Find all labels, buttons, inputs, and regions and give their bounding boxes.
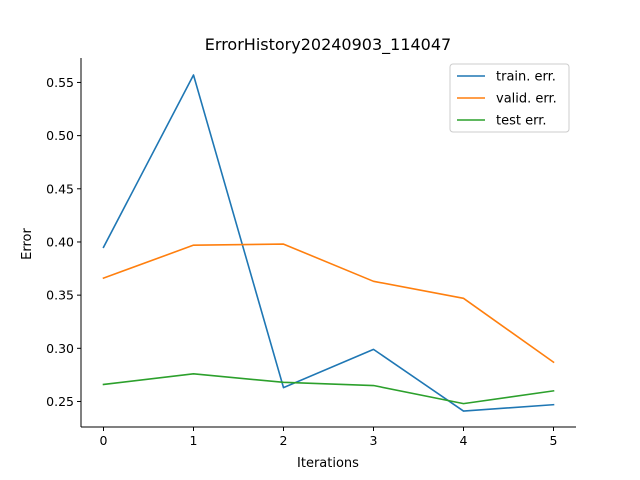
x-tick-label: 5: [550, 433, 558, 448]
legend: train. err. valid. err. test err.: [449, 63, 570, 133]
x-axis-title: Iterations: [297, 456, 359, 471]
x-tick-label: 1: [190, 433, 198, 448]
x-tick-label: 3: [370, 433, 378, 448]
y-tick-label: 0.35: [46, 288, 74, 303]
chart-title: ErrorHistory20240903_114047: [205, 35, 451, 55]
y-axis-title: Error: [20, 228, 35, 260]
y-tick-label: 0.50: [46, 128, 74, 143]
y-tick-label: 0.40: [46, 234, 74, 249]
series-line-1: [102, 243, 555, 364]
legend-label-1: valid. err.: [496, 92, 557, 107]
y-ticks: 0.25 0.30 0.35 0.40 0.45 0.50 0.55: [46, 75, 81, 409]
legend-label-2: test err.: [496, 114, 547, 129]
legend-frame: [449, 63, 570, 133]
y-tick-label: 0.55: [46, 75, 74, 90]
plot-area: [102, 74, 555, 412]
y-tick-label: 0.45: [46, 181, 74, 196]
x-tick-label: 0: [100, 433, 108, 448]
y-tick-label: 0.25: [46, 394, 74, 409]
series-line-0: [102, 74, 555, 412]
x-ticks: 0 1 2 3 4 5: [100, 427, 558, 448]
x-tick-label: 4: [460, 433, 468, 448]
y-tick-label: 0.30: [46, 341, 74, 356]
legend-label-0: train. err.: [496, 70, 556, 85]
series-line-2: [102, 373, 555, 405]
x-tick-label: 2: [280, 433, 288, 448]
